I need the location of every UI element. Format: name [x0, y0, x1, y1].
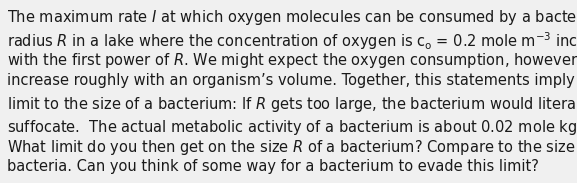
Text: radius $\mathit{R}$ in a lake where the concentration of oxygen is c$_{\mathregu: radius $\mathit{R}$ in a lake where the … [7, 30, 577, 52]
Text: What limit do you then get on the size $\mathit{R}$ of a bacterium? Compare to t: What limit do you then get on the size $… [7, 138, 577, 157]
Text: with the first power of $\mathit{R}$. We might expect the oxygen consumption, ho: with the first power of $\mathit{R}$. We… [7, 51, 577, 70]
Text: increase roughly with an organism’s volume. Together, this statements imply an u: increase roughly with an organism’s volu… [7, 73, 577, 88]
Text: suffocate.  The actual metabolic activity of a bacterium is about 0.02 mole kg$^: suffocate. The actual metabolic activity… [7, 116, 577, 138]
Text: limit to the size of a bacterium: If $\mathit{R}$ gets too large, the bacterium : limit to the size of a bacterium: If $\m… [7, 95, 577, 114]
Text: bacteria. Can you think of some way for a bacterium to evade this limit?: bacteria. Can you think of some way for … [7, 159, 539, 174]
Text: The maximum rate $\mathit{I}$ at which oxygen molecules can be consumed by a bac: The maximum rate $\mathit{I}$ at which o… [7, 8, 577, 27]
